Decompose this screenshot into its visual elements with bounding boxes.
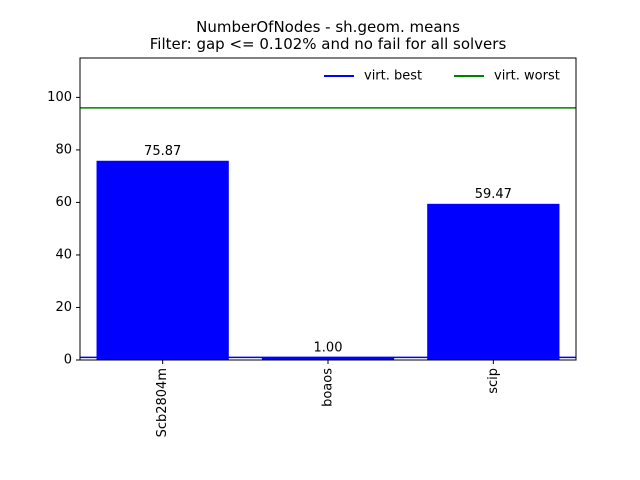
bar-scb2804m — [96, 160, 229, 360]
y-tick-label: 40 — [55, 247, 72, 262]
x-tick-label: boaos — [321, 368, 336, 407]
y-tick-label: 60 — [55, 195, 72, 210]
y-tick-label: 20 — [55, 300, 72, 315]
plot-frame — [79, 57, 577, 361]
data-label: 1.00 — [314, 340, 343, 355]
y-tick-label: 0 — [64, 353, 72, 368]
x-tick-label: Scb2804m — [155, 368, 170, 437]
y-axis: 0 20 40 60 80 100 — [47, 90, 80, 368]
x-tick-label: scip — [486, 368, 501, 394]
bar-boaos — [261, 357, 395, 360]
data-labels-layer: 75.87 1.00 59.47 — [144, 144, 512, 356]
y-tick-label: 100 — [47, 90, 72, 105]
x-axis: Scb2804m boaos scip — [155, 360, 501, 437]
reference-lines-layer — [80, 107, 576, 359]
data-label: 75.87 — [144, 144, 181, 159]
bars-layer — [96, 160, 560, 360]
legend-label: virt. best — [364, 69, 422, 84]
bar-scip — [427, 203, 560, 360]
legend-label: virt. worst — [494, 69, 560, 84]
data-label: 59.47 — [475, 187, 512, 202]
chart-subtitle: Filter: gap <= 0.102% and no fail for al… — [150, 35, 507, 53]
chart-title: NumberOfNodes - sh.geom. means — [196, 18, 460, 36]
y-tick-label: 80 — [55, 142, 72, 157]
legend: virt. best virt. worst — [324, 69, 560, 84]
